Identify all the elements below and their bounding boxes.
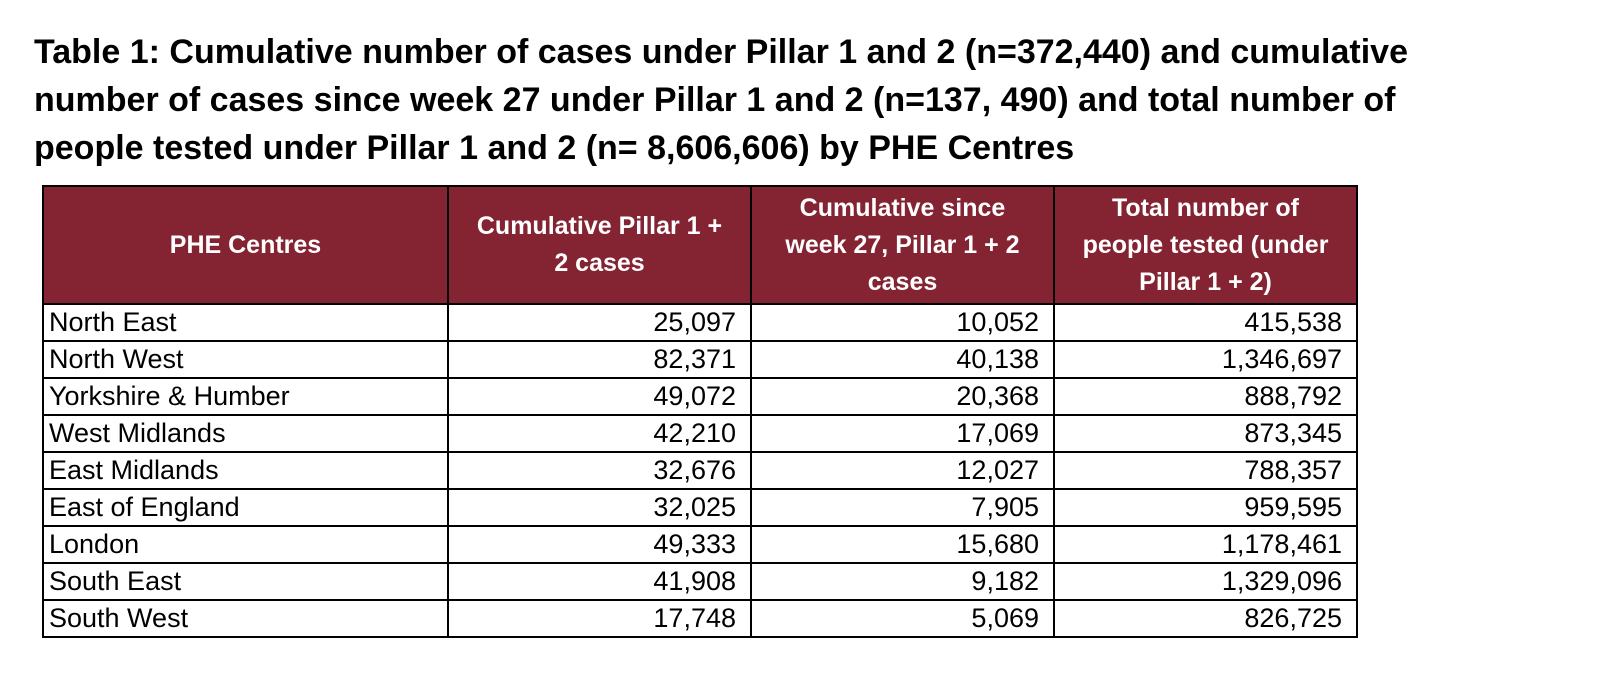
cell-phe-centre: South West	[42, 599, 449, 638]
cell-cumulative-cases: 42,210	[447, 414, 752, 453]
cell-total-tested: 826,725	[1053, 599, 1358, 638]
table-row: North East 25,097 10,052 415,538	[42, 303, 1358, 342]
cell-cumulative-since-week-27: 12,027	[750, 451, 1055, 490]
cell-total-tested: 788,357	[1053, 451, 1358, 490]
cell-cumulative-since-week-27: 9,182	[750, 562, 1055, 601]
header-text: week 27, Pillar 1 + 2	[785, 230, 1020, 259]
cell-phe-centre: North West	[42, 340, 449, 379]
cell-cumulative-cases: 32,025	[447, 488, 752, 527]
cell-cumulative-since-week-27: 5,069	[750, 599, 1055, 638]
cell-total-tested: 1,346,697	[1053, 340, 1358, 379]
cell-cumulative-cases: 41,908	[447, 562, 752, 601]
header-text: Total number of	[1111, 193, 1300, 222]
header-cumulative-cases: Cumulative Pillar 1 + 2 cases	[447, 185, 752, 305]
header-text: Cumulative Pillar 1 +	[476, 212, 723, 240]
cell-phe-centre: West Midlands	[42, 414, 449, 453]
cell-cumulative-cases: 32,676	[447, 451, 752, 490]
cell-cumulative-since-week-27: 15,680	[750, 525, 1055, 564]
table-row: Yorkshire & Humber 49,072 20,368 888,792	[42, 377, 1358, 416]
cell-total-tested: 415,538	[1053, 303, 1358, 342]
header-text: Pillar 1 + 2)	[1139, 267, 1272, 296]
cell-phe-centre: East of England	[42, 488, 449, 527]
cell-phe-centre: East Midlands	[42, 451, 449, 490]
cell-cumulative-cases: 17,748	[447, 599, 752, 638]
table-caption: Table 1: Cumulative number of cases unde…	[34, 28, 1574, 172]
cell-cumulative-cases: 82,371	[447, 340, 752, 379]
cell-phe-centre: Yorkshire & Humber	[42, 377, 449, 416]
table-row: East Midlands 32,676 12,027 788,357	[42, 451, 1358, 490]
cell-phe-centre: North East	[42, 303, 449, 342]
table-row: London 49,333 15,680 1,178,461	[42, 525, 1358, 564]
cell-total-tested: 873,345	[1053, 414, 1358, 453]
cell-cumulative-since-week-27: 40,138	[750, 340, 1055, 379]
header-text: people tested (under	[1082, 230, 1329, 259]
caption-line-1: Table 1: Cumulative number of cases unde…	[34, 33, 1408, 71]
caption-line-2: number of cases since week 27 under Pill…	[34, 81, 1396, 119]
cell-cumulative-cases: 49,072	[447, 377, 752, 416]
cell-cumulative-since-week-27: 10,052	[750, 303, 1055, 342]
header-total-tested: Total number of people tested (under Pil…	[1053, 185, 1358, 305]
header-phe-centres: PHE Centres	[42, 185, 449, 305]
header-text: Cumulative since	[799, 193, 1006, 222]
cell-phe-centre: South East	[42, 562, 449, 601]
table-header: PHE Centres Cumulative Pillar 1 + 2 case…	[42, 185, 1358, 305]
table-row: East of England 32,025 7,905 959,595	[42, 488, 1358, 527]
cell-cumulative-since-week-27: 20,368	[750, 377, 1055, 416]
caption-line-3: people tested under Pillar 1 and 2 (n= 8…	[34, 129, 1075, 167]
phe-centres-table: PHE Centres Cumulative Pillar 1 + 2 case…	[42, 185, 1358, 638]
cell-total-tested: 1,329,096	[1053, 562, 1358, 601]
cell-cumulative-cases: 25,097	[447, 303, 752, 342]
table-row: North West 82,371 40,138 1,346,697	[42, 340, 1358, 379]
table-row: South East 41,908 9,182 1,329,096	[42, 562, 1358, 601]
cell-cumulative-since-week-27: 17,069	[750, 414, 1055, 453]
cell-total-tested: 888,792	[1053, 377, 1358, 416]
table-row: South West 17,748 5,069 826,725	[42, 599, 1358, 638]
header-text: 2 cases	[554, 249, 645, 277]
header-text: cases	[867, 267, 938, 296]
cell-phe-centre: London	[42, 525, 449, 564]
header-cumulative-since-week-27: Cumulative since week 27, Pillar 1 + 2 c…	[750, 185, 1055, 305]
table-row: West Midlands 42,210 17,069 873,345	[42, 414, 1358, 453]
cell-cumulative-cases: 49,333	[447, 525, 752, 564]
cell-total-tested: 959,595	[1053, 488, 1358, 527]
cell-total-tested: 1,178,461	[1053, 525, 1358, 564]
table-body: North East 25,097 10,052 415,538 North West 8…	[42, 303, 1358, 638]
cell-cumulative-since-week-27: 7,905	[750, 488, 1055, 527]
header-text: PHE Centres	[169, 230, 322, 259]
header-row: PHE Centres Cumulative Pillar 1 + 2 case…	[42, 185, 1358, 305]
